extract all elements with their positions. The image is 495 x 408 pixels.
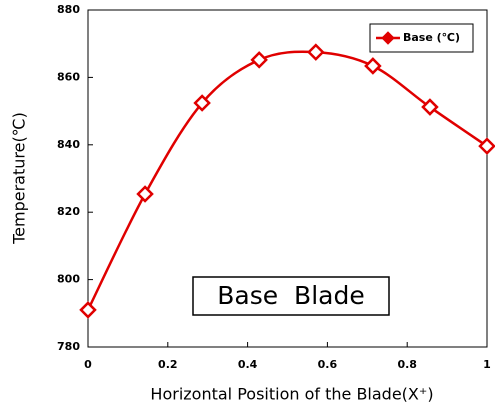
x-tick-label: 0.2 bbox=[158, 358, 178, 371]
x-tick-label: 0.6 bbox=[318, 358, 338, 371]
legend-marker bbox=[381, 31, 395, 45]
x-tick-label: 1 bbox=[483, 358, 491, 371]
y-tick-label: 800 bbox=[57, 273, 80, 286]
marker bbox=[478, 137, 495, 155]
y-tick-label: 780 bbox=[57, 340, 80, 353]
marker bbox=[136, 185, 154, 203]
marker bbox=[79, 301, 97, 319]
y-tick-label: 820 bbox=[57, 205, 80, 218]
marker bbox=[250, 51, 268, 69]
x-tick-label: 0.8 bbox=[397, 358, 417, 371]
y-axis-label: Temperature(℃) bbox=[10, 112, 29, 245]
annotation: Base Blade bbox=[217, 281, 364, 310]
y-tick-label: 840 bbox=[57, 138, 80, 151]
marker bbox=[421, 98, 439, 116]
x-tick-label: 0.4 bbox=[238, 358, 258, 371]
x-tick-label: 0 bbox=[84, 358, 92, 371]
marker bbox=[364, 57, 382, 75]
marker bbox=[193, 94, 211, 112]
marker bbox=[307, 43, 325, 61]
y-tick-label: 860 bbox=[57, 70, 80, 83]
annotation-box bbox=[192, 276, 390, 316]
y-tick-label: 880 bbox=[57, 3, 80, 16]
legend-label: Base (℃) bbox=[403, 31, 460, 44]
x-axis-label: Horizontal Position of the Blade(X⁺) bbox=[150, 385, 433, 404]
plot-frame bbox=[87, 9, 488, 348]
line bbox=[86, 50, 488, 311]
